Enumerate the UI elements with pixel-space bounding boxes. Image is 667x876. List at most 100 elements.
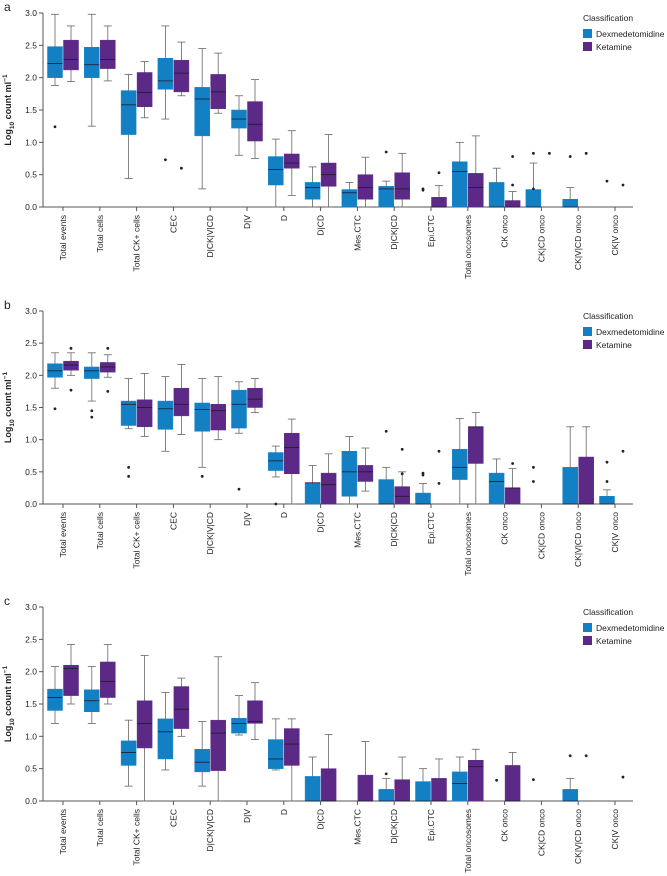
y-axis-label: Log10 ccount ml−1 xyxy=(2,666,16,743)
legend-swatch xyxy=(583,327,592,336)
box-ketamine xyxy=(63,644,79,705)
box-body xyxy=(562,789,578,802)
legend-swatch xyxy=(583,340,592,349)
outlier-point xyxy=(127,474,130,478)
box-dexmedetomidine xyxy=(562,426,578,505)
box-ketamine xyxy=(247,378,263,414)
box-body xyxy=(63,360,79,371)
box-dexmedetomidine xyxy=(157,25,174,162)
box-ketamine xyxy=(63,346,79,392)
x-tick-label: D|CK|CD xyxy=(389,512,399,547)
box-ketamine xyxy=(210,656,226,802)
box-body xyxy=(210,404,226,431)
box-ketamine xyxy=(210,376,226,441)
outlier-point xyxy=(90,415,94,419)
y-tick-label: 0.5 xyxy=(25,170,37,180)
box-ketamine xyxy=(173,41,190,170)
x-tick-label: CK|CD onco xyxy=(536,809,546,856)
box-dexmedetomidine xyxy=(120,719,137,787)
y-tick-label: 0.0 xyxy=(25,796,37,806)
y-tick-label: 1.0 xyxy=(25,435,37,445)
y-label-subscript: 10 xyxy=(9,419,16,427)
box-body xyxy=(231,389,247,429)
box-dexmedetomidine xyxy=(47,352,63,411)
box-dexmedetomidine xyxy=(304,464,321,505)
x-tick-label: CK|V|CD onco xyxy=(573,512,583,567)
x-tick-label: D|CD xyxy=(316,809,326,830)
x-tick-label: D xyxy=(279,512,289,518)
box-body xyxy=(284,432,300,475)
outlier-point xyxy=(384,429,388,433)
box-dexmedetomidine xyxy=(415,768,431,802)
box-body xyxy=(47,688,63,711)
box-body xyxy=(320,768,337,802)
x-tick-label: D|CK|CD xyxy=(389,809,399,844)
x-tick-label: D|CD xyxy=(316,512,326,533)
box-dexmedetomidine xyxy=(421,187,425,192)
y-label-unit: count ml xyxy=(3,82,13,122)
box-ketamine xyxy=(136,373,153,437)
box-ketamine xyxy=(504,752,521,802)
box-body xyxy=(247,387,263,408)
y-label-subscript: 10 xyxy=(9,121,16,129)
box-ketamine xyxy=(437,449,441,485)
box-dexmedetomidine xyxy=(231,381,247,491)
outlier-point xyxy=(584,151,588,155)
box-body xyxy=(157,400,174,430)
outlier-point xyxy=(495,778,498,782)
box-ketamine xyxy=(584,151,588,155)
x-tick-label: D xyxy=(279,215,289,221)
box-body xyxy=(194,402,210,432)
box-ketamine xyxy=(173,677,190,737)
outlier-point xyxy=(274,502,278,506)
box-dexmedetomidine xyxy=(47,666,63,724)
box-ketamine xyxy=(468,412,484,505)
y-tick-label: 3.0 xyxy=(25,306,37,316)
outlier-point xyxy=(605,480,609,483)
x-tick-label: Epi.CTC xyxy=(426,809,436,841)
box-dexmedetomidine xyxy=(488,458,505,505)
x-tick-label: CK onco xyxy=(500,215,510,248)
outlier-point xyxy=(548,151,551,155)
box-body xyxy=(231,717,247,734)
box-dexmedetomidine xyxy=(268,445,284,506)
x-tick-label: CK|V onco xyxy=(610,809,620,850)
outlier-point xyxy=(180,166,183,170)
y-label-superscript: −1 xyxy=(2,74,9,82)
box-dexmedetomidine xyxy=(452,141,468,208)
box-body xyxy=(452,161,468,208)
x-tick-label: Mes.CTC xyxy=(352,809,362,845)
x-tick-label: Total cells xyxy=(95,512,105,549)
x-tick-label: Epi.CTC xyxy=(426,512,436,544)
x-tick-label: D|V xyxy=(242,809,252,823)
box-body xyxy=(157,718,174,760)
box-ketamine xyxy=(136,655,153,802)
box-dexmedetomidine xyxy=(452,418,468,505)
y-tick-label: 3.0 xyxy=(25,8,37,18)
legend-title: Classification xyxy=(583,13,633,23)
outlier-point xyxy=(532,778,535,782)
box-body xyxy=(378,479,394,505)
box-ketamine xyxy=(468,135,484,208)
box-ketamine xyxy=(100,346,116,393)
box-body xyxy=(100,39,116,69)
box-ketamine xyxy=(431,171,447,208)
box-ketamine xyxy=(357,156,374,208)
box-ketamine xyxy=(284,418,300,505)
y-tick-label: 2.0 xyxy=(25,370,37,380)
box-body xyxy=(100,661,116,698)
box-dexmedetomidine xyxy=(194,48,210,190)
outlier-point xyxy=(437,171,441,175)
box-ketamine xyxy=(468,748,484,802)
box-body xyxy=(173,59,190,93)
outlier-point xyxy=(237,487,241,491)
x-tick-label: Total oncosomes xyxy=(463,215,473,279)
box-body xyxy=(488,182,505,208)
box-ketamine xyxy=(548,151,551,155)
box-body xyxy=(415,492,431,505)
box-body xyxy=(47,46,63,78)
legend-item-label: Dexmedetomidine xyxy=(596,29,665,39)
panel-b: b 0.0 0.5 1.0 1.5 2.0 2.5 3.0 Log10 count ml−1 To… xyxy=(2,298,665,576)
legend-swatch xyxy=(583,636,592,645)
outlier-point xyxy=(532,187,535,191)
